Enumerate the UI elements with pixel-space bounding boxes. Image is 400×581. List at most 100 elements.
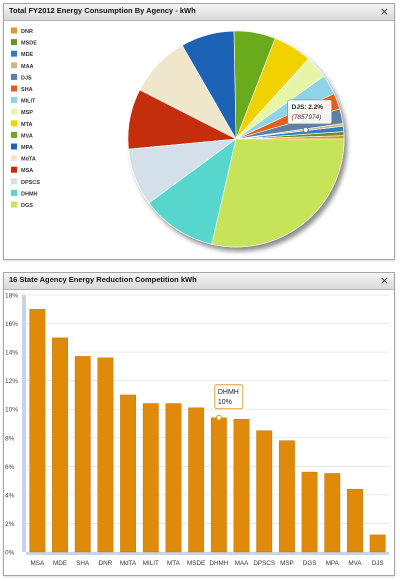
energy-consumption-panel: Total FY2012 Energy Consumption By Agenc…: [3, 3, 395, 260]
pie-chart: DNR MSDE MDE MAA DJS SHA MILIT MSP MTA MVA MPA MdTA…: [11, 27, 345, 248]
legend-item: MILIT: [11, 97, 36, 105]
tooltip-title: DJS: 2.2%: [292, 104, 324, 111]
x-tick-label: DPSCS: [253, 560, 275, 567]
legend-label: MSDE: [21, 41, 37, 47]
legend-swatch: [11, 166, 17, 173]
legend-swatch: [11, 85, 17, 92]
legend-label: DPSCS: [21, 180, 40, 186]
pie-tooltip: DJS: 2.2% (7857974): [287, 99, 332, 133]
tooltip-box: [214, 384, 244, 410]
x-tick-label: DGS: [303, 560, 317, 567]
legend-swatch: [11, 73, 17, 80]
y-tick-label: 4%: [5, 492, 15, 499]
legend-item: MPA: [11, 143, 33, 151]
y-tick-label: 16%: [5, 321, 18, 328]
y-axis-band: [22, 295, 26, 552]
y-tick-label: 8%: [5, 435, 15, 442]
legend-swatch: [11, 131, 17, 138]
pie-slices: [127, 30, 345, 248]
legend-swatch: [11, 143, 17, 150]
close-icon[interactable]: ×: [379, 274, 389, 287]
bar-msde: [188, 407, 205, 553]
bar-mta: [165, 403, 182, 553]
bar-djs: [369, 534, 386, 553]
tooltip-title: DHMH: [218, 389, 239, 396]
legend-swatch: [11, 120, 17, 127]
bar-dhmh: [210, 417, 227, 553]
close-icon[interactable]: ×: [379, 5, 389, 18]
y-tick-label: 12%: [5, 378, 18, 385]
tooltip-marker: [215, 414, 222, 421]
legend-item: MSA: [11, 166, 33, 174]
x-tick-label: MdTA: [120, 560, 137, 567]
panel-title: 16 State Agency Energy Reduction Competi…: [9, 275, 197, 284]
legend-label: MPA: [21, 145, 33, 151]
bar-msa: [29, 309, 46, 553]
legend-item: DGS: [11, 201, 33, 209]
legend-label: DNR: [21, 29, 33, 35]
x-tick-label: DJS: [372, 560, 384, 567]
legend-item: MVA: [11, 131, 33, 139]
bar-tooltip: DHMH 10%: [214, 384, 244, 421]
x-tick-label: MVA: [348, 560, 362, 567]
legend-swatch: [11, 178, 17, 185]
x-tick-label: MTA: [167, 560, 181, 567]
y-tick-label: 6%: [5, 464, 15, 471]
bar-sha: [74, 356, 91, 553]
bar-dnr: [97, 357, 114, 553]
bar-dgs: [301, 471, 318, 553]
pie-slice-dhmh: [148, 138, 237, 245]
x-tick-label: DNR: [99, 560, 113, 567]
legend-label: MVA: [21, 133, 33, 139]
tooltip-box: [287, 99, 332, 125]
panel-titlebar: Total FY2012 Energy Consumption By Agenc…: [4, 4, 394, 21]
y-tick-label: 14%: [5, 350, 18, 357]
legend-label: MSP: [21, 110, 33, 116]
bar-mpa: [324, 473, 341, 553]
legend-swatch: [11, 108, 17, 115]
y-tick-label: 0%: [5, 550, 15, 557]
legend-label: MSA: [21, 168, 33, 174]
y-tick-label: 2%: [5, 521, 15, 528]
x-tick-label: MSA: [31, 560, 45, 567]
pie-slice-dgs: [211, 138, 345, 248]
bar-mde: [52, 337, 68, 553]
reduction-competition-panel: 16 State Agency Energy Reduction Competi…: [3, 272, 395, 576]
bar-chart: 0% 2% 4% 6% 8% 10% 12% 14% 16% 18% MSA MDE SHA DNR MdT…: [5, 293, 389, 567]
tooltip-marker: [302, 126, 309, 133]
x-tick-label: MILIT: [143, 560, 159, 567]
x-tick-label: MDE: [53, 560, 67, 567]
x-tick-label: SHA: [76, 560, 90, 567]
bar-milit: [142, 403, 159, 553]
y-tick-label: 18%: [5, 293, 18, 300]
bar-dpscs: [256, 430, 273, 553]
legend-swatch: [11, 39, 17, 46]
legend-label: MAA: [21, 64, 34, 70]
x-axis-band: [26, 552, 389, 555]
legend-swatch: [11, 27, 17, 34]
legend-swatch: [11, 97, 17, 104]
legend-item: DPSCS: [11, 178, 40, 186]
y-tick-label: 10%: [5, 407, 18, 414]
tooltip-value: (7857974): [292, 114, 322, 121]
legend-label: DHMH: [21, 191, 38, 197]
x-tick-label: MPA: [326, 560, 340, 567]
legend-label: DJS: [21, 75, 32, 81]
legend-label: DGS: [21, 203, 33, 209]
legend-item: DHMH: [11, 189, 38, 197]
legend-item: MAA: [11, 62, 34, 70]
legend-item: MDE: [11, 50, 34, 58]
tooltip-value: 10%: [218, 399, 232, 406]
x-tick-label: DHMH: [209, 560, 228, 567]
legend-item: DJS: [11, 73, 32, 81]
bar-mdta: [120, 394, 137, 553]
legend-swatch: [11, 62, 17, 69]
legend-swatch: [11, 201, 17, 208]
legend-swatch: [11, 50, 17, 57]
legend-item: DNR: [11, 27, 33, 35]
legend-label: MTA: [21, 122, 33, 128]
legend-item: MTA: [11, 120, 33, 128]
legend-swatch: [11, 155, 17, 162]
legend-item: MdTA: [11, 155, 36, 163]
bar-maa: [233, 419, 250, 553]
